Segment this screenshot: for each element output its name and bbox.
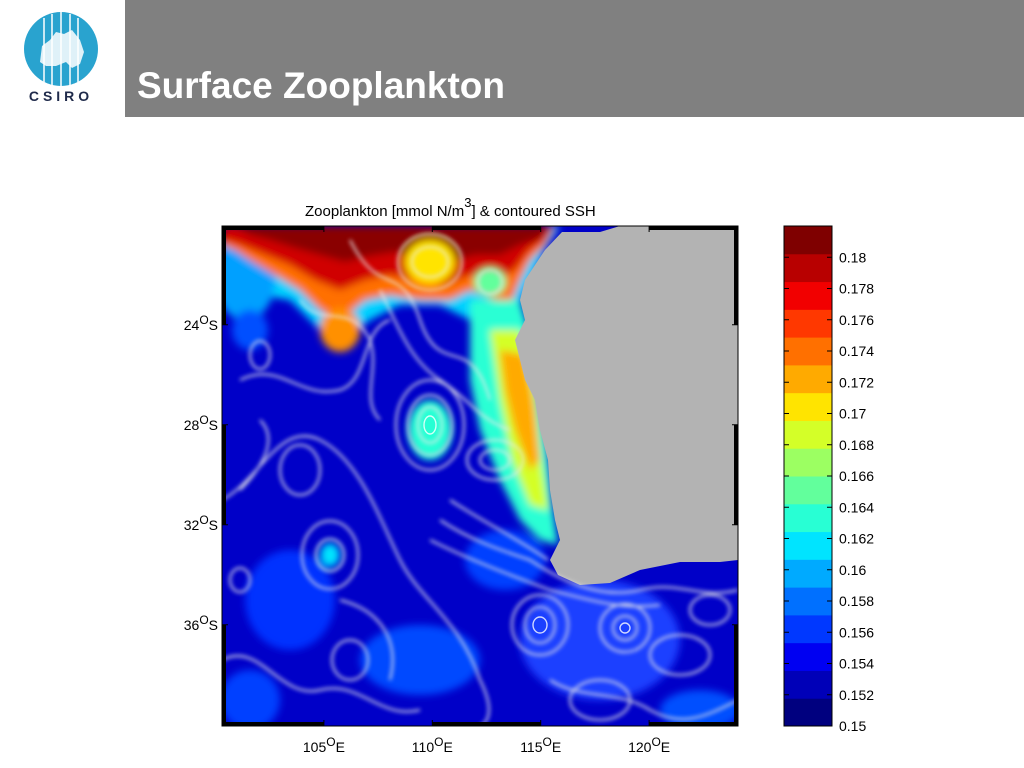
- colorbar-label: 0.176: [839, 312, 874, 328]
- colorbar-label: 0.178: [839, 281, 874, 297]
- frame-segment-bottom: [432, 722, 541, 726]
- logo-area: CSIRO: [0, 0, 125, 117]
- frame-segment-right: [734, 226, 738, 325]
- colorbar-swatch: [784, 448, 832, 477]
- colorbar-swatch: [784, 642, 832, 671]
- logo-text: CSIRO: [28, 88, 94, 104]
- y-tick-label: 36OS: [184, 613, 218, 633]
- colorbar-swatch: [784, 253, 832, 283]
- colorbar-label: 0.152: [839, 687, 874, 703]
- colorbar-label: 0.174: [839, 343, 874, 359]
- colorbar-swatch: [784, 364, 832, 394]
- ssh-contours: [222, 233, 738, 726]
- csiro-logo-icon: [24, 12, 98, 86]
- colorbar-swatch: [784, 559, 832, 588]
- colorbar-label: 0.158: [839, 593, 874, 609]
- colorbar-swatch: [784, 392, 832, 421]
- colorbar-swatch: [784, 476, 832, 505]
- colorbar-label: 0.156: [839, 624, 874, 640]
- frame-segment-left: [222, 424, 226, 525]
- colorbar-swatch: [784, 309, 832, 338]
- header-band: Surface Zooplankton: [125, 0, 1024, 117]
- frame-segment-left: [222, 624, 226, 726]
- frame-segment-top: [222, 226, 324, 230]
- frame-segment-left: [222, 226, 226, 325]
- y-tick-label: 28OS: [184, 413, 218, 433]
- x-tick-label: 115OE: [520, 735, 561, 755]
- colorbar-swatch: [784, 587, 832, 616]
- heatmap-field: [222, 226, 738, 726]
- contour-accents: [423, 415, 631, 634]
- axes: 105OE 110OE 115OE 120OE 24OS 28OS 32OS 36OS: [184, 226, 738, 755]
- colorbar-swatch: [784, 420, 832, 449]
- colorbar-label: 0.166: [839, 468, 874, 484]
- colorbar-swatch: [784, 226, 832, 255]
- frame-segment-top: [649, 226, 738, 230]
- chart-title-superscript: 3: [464, 195, 471, 210]
- colorbar-swatch: [784, 531, 832, 560]
- y-tick-label: 24OS: [184, 313, 218, 333]
- colorbar-label: 0.164: [839, 499, 874, 515]
- frame-segment-bottom: [649, 722, 738, 726]
- colorbar-swatch: [784, 503, 832, 533]
- colorbar-label: 0.172: [839, 374, 874, 390]
- colorbar-label: 0.18: [839, 249, 866, 265]
- colorbar-swatch: [784, 281, 832, 310]
- x-tick-label: 120OE: [628, 735, 670, 755]
- frame-segment-top: [432, 226, 541, 230]
- colorbar-swatch: [784, 698, 832, 727]
- colorbar: 0.18 0.178 0.176 0.174 0.172 0.17 0.168 0.166 0.…: [783, 225, 874, 734]
- colorbar-swatch: [784, 337, 832, 366]
- frame-segment-bottom: [222, 722, 324, 726]
- colorbar-swatch: [784, 614, 832, 644]
- chart-title-main: Zooplankton [mmol N/m: [305, 203, 464, 220]
- colorbar-swatch: [784, 670, 832, 699]
- frame-segment-right: [734, 424, 738, 525]
- chart-title-rest: ] & contoured SSH: [471, 203, 595, 220]
- slide-title: Surface Zooplankton: [137, 65, 505, 106]
- colorbar-label: 0.154: [839, 656, 874, 672]
- chart-title: Zooplankton [mmol N/m3] & contoured SSH: [305, 195, 596, 220]
- colorbar-label: 0.15: [839, 718, 866, 734]
- colorbar-label: 0.162: [839, 531, 874, 547]
- land-mass: [515, 226, 738, 585]
- frame-segment-right: [734, 624, 738, 726]
- x-tick-label: 105OE: [303, 735, 345, 755]
- x-tick-label: 110OE: [412, 735, 453, 755]
- colorbar-label: 0.17: [839, 406, 866, 422]
- colorbar-label: 0.168: [839, 437, 874, 453]
- colorbar-label: 0.16: [839, 562, 866, 578]
- y-tick-label: 32OS: [184, 513, 218, 533]
